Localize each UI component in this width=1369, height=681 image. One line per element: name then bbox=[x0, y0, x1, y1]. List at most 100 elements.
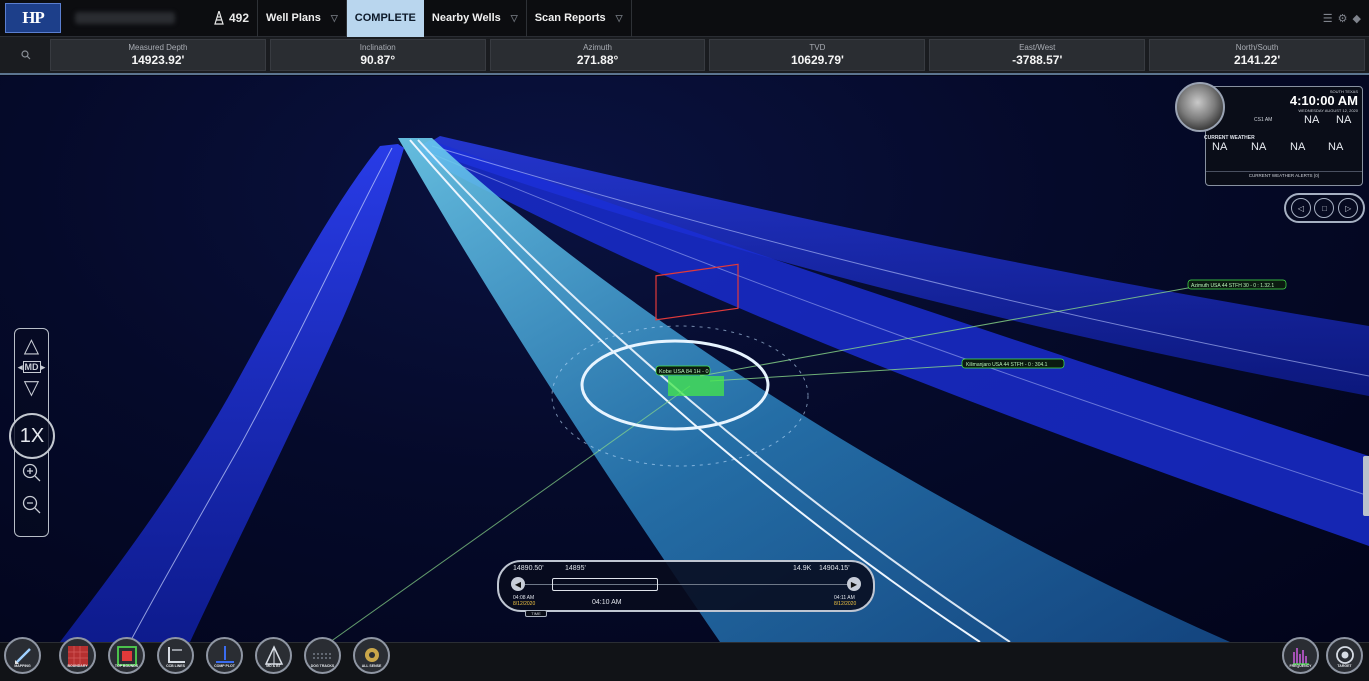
md-bt-icon bbox=[264, 644, 283, 665]
md-mode-toggle[interactable]: ◂ MD ▸ bbox=[17, 361, 46, 373]
chevron-down-icon: ▽ bbox=[615, 12, 623, 23]
tab-scan-reports[interactable]: Scan Reports ▽ bbox=[525, 0, 631, 37]
scene-label-right: Azimuth USA 44 STFH 30 - 0 : 1.32.1 bbox=[1191, 283, 1274, 289]
zoom-level-button[interactable]: 1X bbox=[9, 413, 55, 459]
search-icon[interactable] bbox=[6, 39, 46, 71]
mapping-button[interactable]: MAPPING bbox=[4, 637, 41, 674]
stat-label: Azimuth bbox=[583, 42, 613, 52]
weather-title: CURRENT WEATHER bbox=[1204, 135, 1255, 141]
rig-indicator[interactable]: 492 bbox=[213, 11, 249, 25]
wellbore-left[interactable] bbox=[60, 144, 404, 642]
stat-value: 271.88° bbox=[576, 52, 619, 67]
tab-complete[interactable]: COMPLETE bbox=[345, 0, 424, 37]
timeline-range-handle[interactable] bbox=[552, 578, 658, 591]
tool-label: COMP PLOT bbox=[214, 664, 235, 668]
dog-tracks-icon bbox=[312, 653, 333, 658]
tab-nearby-wells[interactable]: Nearby Wells ▽ bbox=[424, 0, 526, 37]
settings-dot-icon[interactable]: ◆ bbox=[1352, 13, 1361, 25]
nav-up-icon[interactable]: △ bbox=[23, 335, 40, 357]
timeline-left-depth: 14890.50' bbox=[513, 565, 544, 572]
wellbore-right-a[interactable] bbox=[430, 136, 1369, 396]
boundary-icon bbox=[67, 645, 88, 666]
clock-date: WEDNESDAY AUGUST 12, 2020 bbox=[1298, 108, 1358, 113]
boundary-button[interactable]: BOUNDARY bbox=[59, 637, 96, 674]
comp-plot-button[interactable]: COMP PLOT bbox=[206, 637, 243, 674]
comp-plot-icon bbox=[215, 645, 234, 663]
stat-east-west: East/West -3788.57' bbox=[929, 39, 1146, 71]
all-sense-icon bbox=[364, 647, 379, 662]
target-ring-outer bbox=[551, 325, 809, 467]
timeline-mode-tag[interactable]: TIME bbox=[525, 610, 547, 617]
wellbore-right-path-2 bbox=[424, 150, 1369, 497]
timeline-next-icon[interactable]: ▶ bbox=[847, 577, 861, 591]
stat-azimuth: Azimuth 271.88° bbox=[489, 39, 706, 71]
gear-icon[interactable]: ⚙ bbox=[1337, 13, 1348, 25]
tab-nearby-wells-label: Nearby Wells bbox=[431, 12, 501, 24]
tool-label: TOP BOUNDS bbox=[114, 664, 139, 668]
rig-icon bbox=[214, 11, 224, 25]
target-button[interactable]: TARGET bbox=[1326, 637, 1363, 674]
stat-tvd: TVD 10629.79' bbox=[709, 39, 926, 71]
nav-down-icon[interactable]: ▽ bbox=[23, 377, 40, 399]
tab-divider bbox=[630, 0, 632, 37]
tool-label: MAPPING bbox=[14, 664, 31, 668]
top-bounds-button[interactable]: TOP BOUNDS bbox=[108, 637, 145, 674]
region-label: SOUTH TEXAS bbox=[1329, 89, 1358, 94]
depth-timeline[interactable]: 14890.50' 14895' 14.9K 14904.15' ◀ ▶ 04:… bbox=[497, 560, 875, 617]
tab-well-plans[interactable]: Well Plans ▽ bbox=[257, 0, 346, 37]
wellbore-scene[interactable]: Kobe USA 84 1H - 0 Kilimanjaro USA 44 ST… bbox=[0, 76, 1369, 642]
menu-icon[interactable]: ☰ bbox=[1322, 13, 1333, 25]
scene-label-mid: Kilimanjaro USA 44 STFH - 0 : 304.1 bbox=[966, 362, 1048, 368]
3d-viewport[interactable]: Kobe USA 84 1H - 0 Kilimanjaro USA 44 ST… bbox=[0, 76, 1369, 642]
md-bt-button[interactable]: MD & BT bbox=[255, 637, 292, 674]
scene-label-right-bg bbox=[1187, 279, 1287, 290]
ccb-lines-icon bbox=[167, 646, 185, 663]
top-right-controls: ☰ ⚙ ◆ bbox=[1323, 12, 1361, 25]
stat-label: Inclination bbox=[359, 42, 396, 52]
sun-value: NA bbox=[1304, 114, 1320, 126]
top-bounds-icon bbox=[116, 645, 137, 666]
dog-tracks-button[interactable]: DOG TRACKS bbox=[304, 637, 341, 674]
play-icon[interactable]: ▷ bbox=[1338, 198, 1359, 218]
target-icon bbox=[1335, 645, 1354, 664]
weather-alerts[interactable]: CURRENT WEATHER ALERTS (0) bbox=[1206, 171, 1362, 178]
moon-value: NA bbox=[1336, 114, 1352, 126]
stat-value: 10629.79' bbox=[790, 52, 844, 67]
zoom-out-icon[interactable] bbox=[15, 495, 48, 520]
wellbore-left-path bbox=[129, 147, 393, 642]
timeline-track[interactable] bbox=[521, 584, 853, 585]
all-sense-button[interactable]: ALL SENSE bbox=[353, 637, 390, 674]
stat-measured-depth: Measured Depth 14923.92' bbox=[50, 39, 266, 71]
target-label: Kobe USA 84 1H - 0 bbox=[659, 369, 709, 375]
wellbore-right-b[interactable] bbox=[420, 140, 1369, 546]
tool-label: MD & BT bbox=[266, 664, 281, 668]
weather-value-3: NA bbox=[1290, 141, 1306, 153]
side-panel-tab[interactable] bbox=[1363, 456, 1369, 516]
stat-label: North/South bbox=[1235, 42, 1279, 52]
target-ring[interactable] bbox=[580, 339, 770, 431]
weather-value-4: NA bbox=[1328, 141, 1344, 153]
stats-strip: Measured Depth 14923.92' Inclination 90.87… bbox=[0, 37, 1369, 75]
ccb-lines-button[interactable]: CCB LINES bbox=[157, 637, 194, 674]
stat-label: Measured Depth bbox=[128, 42, 188, 52]
time-weather-panel: SOUTH TEXAS 4:10:00 AM WEDNESDAY AUGUST … bbox=[1204, 86, 1363, 186]
scene-label-mid-bg bbox=[961, 358, 1065, 369]
playback-controls: ◁ □ ▷ bbox=[1284, 193, 1365, 223]
timeline-start-time: 04:08 AM bbox=[513, 595, 535, 601]
company-logo[interactable]: HP bbox=[5, 3, 61, 33]
timeline-current-time: 04:10 AM bbox=[592, 599, 622, 606]
proximity-line-mid bbox=[709, 362, 1001, 382]
timeline-end-date: 8/12/2020 bbox=[834, 601, 857, 607]
timeline-prev-icon[interactable]: ◀ bbox=[511, 577, 525, 591]
stop-icon[interactable]: □ bbox=[1314, 198, 1335, 218]
target-box-red bbox=[655, 263, 739, 321]
rewind-icon[interactable]: ◁ bbox=[1290, 198, 1311, 218]
zoom-in-icon[interactable] bbox=[15, 463, 48, 488]
frequency-button[interactable]: FREQUENCY bbox=[1282, 637, 1319, 674]
md-mode-label: MD bbox=[22, 361, 41, 373]
timeline-right-mark: 14.9K bbox=[793, 565, 812, 572]
proximity-line-right bbox=[699, 283, 1211, 377]
wellbore-main[interactable] bbox=[398, 138, 1230, 642]
timeline-mid-depth: 14895' bbox=[565, 565, 586, 572]
